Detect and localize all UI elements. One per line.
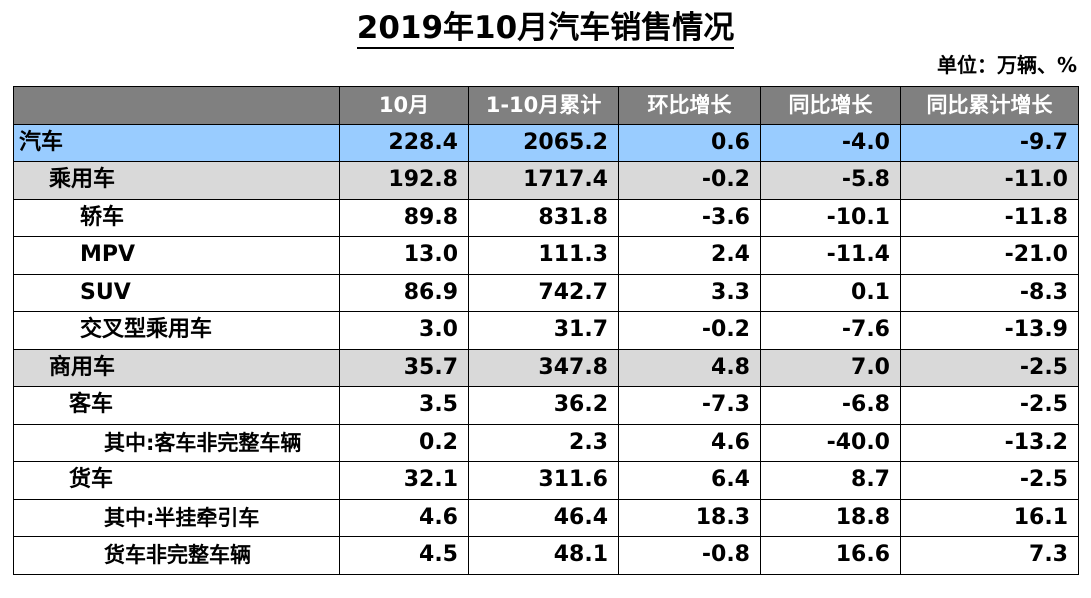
- cell-october: 32.1: [339, 461, 469, 500]
- row-label: SUV: [13, 273, 340, 312]
- cell-ytd: 36.2: [468, 386, 619, 425]
- cell-october: 4.6: [339, 498, 469, 537]
- cell-october: 0.2: [339, 423, 469, 462]
- row-label: 客车: [13, 386, 340, 425]
- cell-mom: 4.6: [618, 423, 761, 462]
- cell-mom: -0.2: [618, 311, 761, 350]
- header-blank: [13, 86, 340, 125]
- cell-yoy: 18.8: [760, 498, 901, 537]
- table-row: SUV 86.9 742.7 3.3 0.1 -8.3: [13, 273, 1079, 312]
- cell-mom: 0.6: [618, 123, 761, 162]
- cell-mom: -7.3: [618, 386, 761, 425]
- title-text: 2019年10月汽车销售情况: [356, 10, 735, 49]
- table-row: 乘用车 192.8 1717.4 -0.2 -5.8 -11.0: [13, 161, 1079, 200]
- cell-yoy: -11.4: [760, 236, 901, 275]
- cell-october: 35.7: [339, 348, 469, 387]
- cell-ytd-yoy: -13.2: [900, 423, 1079, 462]
- table-row: 轿车 89.8 831.8 -3.6 -10.1 -11.8: [13, 198, 1079, 237]
- row-label: 其中:客车非完整车辆: [13, 423, 340, 462]
- cell-ytd: 2.3: [468, 423, 619, 462]
- cell-ytd: 46.4: [468, 498, 619, 537]
- cell-mom: 2.4: [618, 236, 761, 275]
- header-yoy: 同比增长: [760, 86, 901, 125]
- cell-ytd: 2065.2: [468, 123, 619, 162]
- row-label: 货车: [13, 461, 340, 500]
- table-row: 商用车 35.7 347.8 4.8 7.0 -2.5: [13, 348, 1079, 387]
- cell-ytd-yoy: -21.0: [900, 236, 1079, 275]
- table-row: MPV 13.0 111.3 2.4 -11.4 -21.0: [13, 236, 1079, 275]
- cell-ytd: 48.1: [468, 536, 619, 575]
- cell-ytd: 111.3: [468, 236, 619, 275]
- cell-mom: 3.3: [618, 273, 761, 312]
- cell-ytd-yoy: -11.8: [900, 198, 1079, 237]
- cell-ytd-yoy: -2.5: [900, 461, 1079, 500]
- header-ytd: 1-10月累计: [468, 86, 619, 125]
- cell-yoy: -4.0: [760, 123, 901, 162]
- cell-ytd: 31.7: [468, 311, 619, 350]
- row-label: 交叉型乘用车: [13, 311, 340, 350]
- cell-october: 192.8: [339, 161, 469, 200]
- header-mom: 环比增长: [618, 86, 761, 125]
- cell-mom: -0.8: [618, 536, 761, 575]
- cell-mom: 4.8: [618, 348, 761, 387]
- cell-october: 228.4: [339, 123, 469, 162]
- cell-mom: -3.6: [618, 198, 761, 237]
- cell-october: 4.5: [339, 536, 469, 575]
- cell-yoy: -6.8: [760, 386, 901, 425]
- cell-ytd: 311.6: [468, 461, 619, 500]
- table-row: 其中:半挂牵引车 4.6 46.4 18.3 18.8 16.1: [13, 498, 1079, 537]
- unit-label: 单位：万辆、%: [936, 53, 1077, 77]
- cell-ytd-yoy: -9.7: [900, 123, 1079, 162]
- header-october: 10月: [339, 86, 469, 125]
- cell-ytd: 742.7: [468, 273, 619, 312]
- cell-yoy: -10.1: [760, 198, 901, 237]
- cell-yoy: -5.8: [760, 161, 901, 200]
- cell-ytd: 347.8: [468, 348, 619, 387]
- cell-yoy: 8.7: [760, 461, 901, 500]
- cell-yoy: -7.6: [760, 311, 901, 350]
- sales-table: 10月 1-10月累计 环比增长 同比增长 同比累计增长 汽车 228.4 20…: [13, 86, 1079, 575]
- cell-ytd-yoy: -11.0: [900, 161, 1079, 200]
- cell-mom: 6.4: [618, 461, 761, 500]
- cell-ytd-yoy: -13.9: [900, 311, 1079, 350]
- table-row: 交叉型乘用车 3.0 31.7 -0.2 -7.6 -13.9: [13, 311, 1079, 350]
- cell-october: 89.8: [339, 198, 469, 237]
- cell-ytd-yoy: 7.3: [900, 536, 1079, 575]
- row-label: 乘用车: [13, 161, 340, 200]
- table-row: 货车 32.1 311.6 6.4 8.7 -2.5: [13, 461, 1079, 500]
- cell-ytd-yoy: -8.3: [900, 273, 1079, 312]
- row-label: 商用车: [13, 348, 340, 387]
- cell-october: 86.9: [339, 273, 469, 312]
- cell-ytd-yoy: -2.5: [900, 348, 1079, 387]
- cell-mom: 18.3: [618, 498, 761, 537]
- row-label: 汽车: [13, 123, 340, 162]
- cell-ytd: 1717.4: [468, 161, 619, 200]
- row-label: MPV: [13, 236, 340, 275]
- cell-yoy: 7.0: [760, 348, 901, 387]
- table-row: 货车非完整车辆 4.5 48.1 -0.8 16.6 7.3: [13, 536, 1079, 575]
- table-row: 汽车 228.4 2065.2 0.6 -4.0 -9.7: [13, 123, 1079, 162]
- table-row: 客车 3.5 36.2 -7.3 -6.8 -2.5: [13, 386, 1079, 425]
- cell-mom: -0.2: [618, 161, 761, 200]
- cell-yoy: -40.0: [760, 423, 901, 462]
- row-label: 其中:半挂牵引车: [13, 498, 340, 537]
- table-row: 其中:客车非完整车辆 0.2 2.3 4.6 -40.0 -13.2: [13, 423, 1079, 462]
- cell-yoy: 16.6: [760, 536, 901, 575]
- row-label: 轿车: [13, 198, 340, 237]
- cell-october: 3.5: [339, 386, 469, 425]
- header-row: 10月 1-10月累计 环比增长 同比增长 同比累计增长: [13, 86, 1079, 125]
- cell-october: 13.0: [339, 236, 469, 275]
- header-ytd-yoy: 同比累计增长: [900, 86, 1079, 125]
- cell-ytd: 831.8: [468, 198, 619, 237]
- page-title: 2019年10月汽车销售情况: [0, 8, 1091, 49]
- cell-october: 3.0: [339, 311, 469, 350]
- row-label: 货车非完整车辆: [13, 536, 340, 575]
- cell-yoy: 0.1: [760, 273, 901, 312]
- cell-ytd-yoy: 16.1: [900, 498, 1079, 537]
- cell-ytd-yoy: -2.5: [900, 386, 1079, 425]
